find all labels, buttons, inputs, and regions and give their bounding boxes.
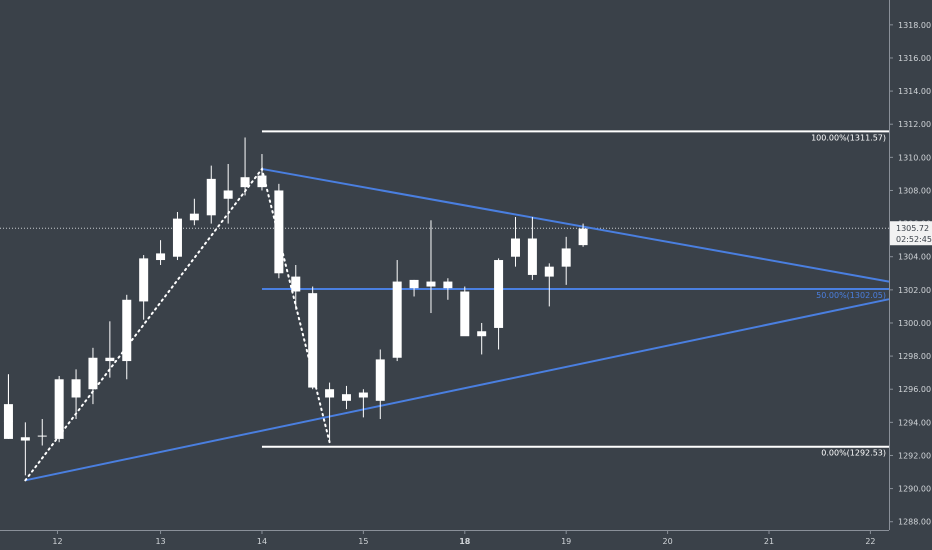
candle-body (3, 404, 13, 439)
candle-body (426, 281, 436, 287)
candle-body (156, 253, 166, 261)
candle-body (105, 357, 115, 362)
candle-body (341, 394, 351, 401)
y-tick-label: 1298.00 (898, 352, 931, 361)
labels-layer: 100.00%(1311.57) 50.00%(1302.05) 0.00%(129… (811, 133, 932, 458)
candle-body (308, 293, 318, 388)
y-tick-label: 1308.00 (898, 186, 931, 195)
fib-level-label: 0.00%(1292.53) (821, 449, 886, 458)
candle-body (172, 218, 182, 257)
y-tick-label: 1304.00 (898, 253, 931, 262)
candle-body (206, 178, 216, 216)
x-tick-label: 22 (865, 537, 875, 546)
last-price-badge (890, 221, 932, 246)
candle-body (494, 260, 504, 328)
y-tick-label: 1316.00 (898, 54, 931, 63)
candle-body (375, 359, 385, 401)
candle-body (544, 266, 554, 277)
candle-body (54, 379, 64, 439)
y-tick-label: 1310.00 (898, 153, 931, 162)
y-tick-label: 1312.00 (898, 120, 931, 129)
candles-layer (3, 137, 588, 476)
y-tick-label: 1292.00 (898, 451, 931, 460)
y-tick-label: 1296.00 (898, 385, 931, 394)
candle-body (477, 331, 487, 337)
last-price-value: 1305.72 (896, 224, 929, 233)
x-tick-label: 15 (358, 537, 368, 546)
candle-body (443, 281, 453, 289)
candle-body (223, 190, 233, 199)
x-tick-label: 12 (52, 537, 62, 546)
bar-countdown: 02:52:45 (896, 235, 932, 244)
y-tick-label: 1294.00 (898, 418, 931, 427)
y-tick-label: 1300.00 (898, 319, 931, 328)
candle-body (527, 238, 537, 275)
candle-body (257, 175, 267, 188)
x-tick-label: 18 (459, 537, 471, 546)
x-tick-label: 14 (257, 537, 267, 546)
x-tick-label: 21 (764, 537, 774, 546)
y-tick-label: 1302.00 (898, 286, 931, 295)
y-tick-label: 1314.00 (898, 87, 931, 96)
trendline-lower[interactable] (25, 298, 890, 482)
candle-body (274, 190, 284, 274)
trendline-upper[interactable] (261, 167, 890, 283)
candle-body (20, 437, 30, 441)
candle-body (358, 392, 368, 398)
candle-body (189, 213, 199, 221)
candle-body (291, 276, 301, 292)
x-tick-label: 13 (155, 537, 165, 546)
candle-body (122, 299, 132, 362)
candle-body (460, 291, 470, 337)
candle-body (88, 357, 98, 390)
fib-level-label: 50.00%(1302.05) (816, 291, 886, 300)
candle-body (578, 228, 588, 246)
y-tick-label: 1318.00 (898, 21, 931, 30)
candle-body (240, 177, 250, 188)
candle-body (510, 238, 520, 257)
x-tick-label: 20 (663, 537, 673, 546)
candle-body (71, 379, 81, 398)
x-tick-label: 19 (561, 537, 571, 546)
candle-body (561, 248, 571, 267)
fib-level-label: 100.00%(1311.57) (811, 133, 886, 142)
drawings-layer[interactable] (0, 130, 890, 482)
candle-body (325, 389, 335, 398)
y-tick-label: 1290.00 (898, 485, 931, 494)
candle-body (409, 279, 419, 289)
y-tick-label: 1288.00 (898, 518, 931, 527)
candle-body (37, 435, 47, 437)
candle-body (139, 258, 149, 302)
candle-body (392, 281, 402, 358)
